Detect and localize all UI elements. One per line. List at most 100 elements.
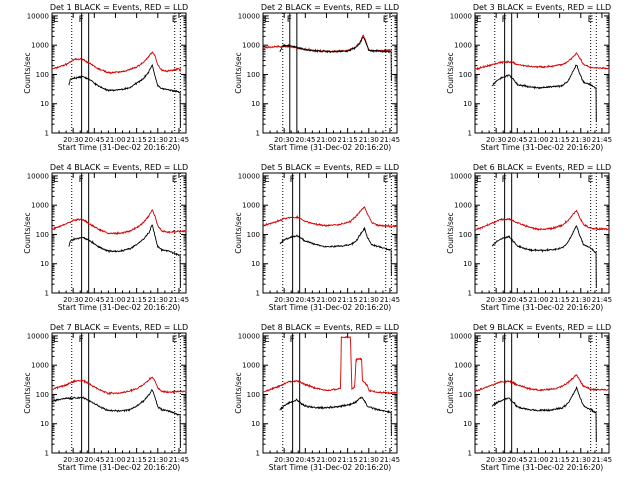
marker-E-left: E — [476, 175, 482, 185]
y-axis-label: Counts/sec — [234, 52, 243, 93]
detector-panel-7: Det 7 BLACK = Events, RED = LLD 1 10 100 100… — [23, 323, 189, 472]
panel-title: Det 8 BLACK = Events, RED = LLD — [261, 323, 399, 332]
y-tick-label: 1 — [45, 450, 49, 458]
marker-E-right: E — [588, 335, 594, 345]
events-curve — [491, 225, 597, 288]
x-tick-label: 20:45 — [295, 456, 315, 464]
marker-E-left: E — [264, 335, 270, 345]
panel-title: Det 4 BLACK = Events, RED = LLD — [50, 163, 188, 172]
marker-F: F — [287, 15, 292, 25]
panel-title: Det 3 BLACK = Events, RED = LLD — [473, 3, 611, 12]
y-tick-label: 10000 — [238, 12, 260, 20]
y-tick-label: 10 — [463, 100, 472, 108]
x-tick-label: 20:45 — [84, 296, 104, 304]
y-tick-label: 10000 — [450, 172, 472, 180]
y-tick-label: 1000 — [31, 362, 49, 370]
y-tick-label: 1 — [45, 290, 49, 298]
x-axis-label: Start Time (31-Dec-02 20:16:20) — [481, 143, 603, 152]
x-tick-label: 21:30 — [571, 296, 591, 304]
x-tick-label: 21:00 — [528, 136, 548, 144]
x-tick-label: 21:15 — [550, 296, 570, 304]
marker-E-left: E — [476, 15, 482, 25]
x-tick-label: 21:00 — [105, 296, 125, 304]
detector-panel-1: Det 1 BLACK = Events, RED = LLD 1 10 100 100… — [23, 3, 189, 152]
lld-curve — [51, 376, 187, 396]
marker-E-left: E — [476, 335, 482, 345]
x-tick-label: 20:30 — [274, 136, 294, 144]
marker-E-right: E — [172, 175, 178, 185]
y-axis-label: Counts/sec — [23, 212, 32, 253]
x-axis-label: Start Time (31-Dec-02 20:16:20) — [58, 303, 180, 312]
y-tick-label: 1 — [256, 450, 260, 458]
y-tick-label: 100 — [36, 71, 49, 79]
x-tick-label: 21:45 — [380, 296, 400, 304]
y-tick-label: 10000 — [238, 172, 260, 180]
y-tick-label: 1000 — [454, 202, 472, 210]
x-tick-label: 21:45 — [169, 136, 189, 144]
events-curve — [491, 385, 597, 442]
x-axis-label: Start Time (31-Dec-02 20:16:20) — [58, 463, 180, 472]
y-tick-label: 100 — [36, 231, 49, 239]
y-tick-label: 10 — [40, 260, 49, 268]
x-tick-label: 21:45 — [592, 136, 612, 144]
detector-panel-4: Det 4 BLACK = Events, RED = LLD 1 10 100 100… — [23, 163, 189, 312]
x-tick-label: 21:00 — [105, 136, 125, 144]
x-tick-label: 20:30 — [486, 296, 506, 304]
marker-E-left: E — [264, 175, 270, 185]
y-tick-label: 10 — [251, 260, 260, 268]
marker-F: F — [290, 335, 295, 345]
x-tick-label: 21:15 — [550, 456, 570, 464]
y-axis-label: Counts/sec — [23, 52, 32, 93]
x-tick-label: 20:30 — [63, 456, 83, 464]
marker-E-left: E — [53, 175, 59, 185]
x-tick-label: 21:45 — [592, 296, 612, 304]
marker-E-left: E — [53, 15, 59, 25]
y-tick-label: 100 — [247, 391, 260, 399]
x-tick-label: 21:30 — [148, 136, 168, 144]
x-tick-label: 21:30 — [359, 456, 379, 464]
x-tick-label: 21:00 — [316, 456, 336, 464]
y-tick-label: 100 — [247, 71, 260, 79]
y-tick-label: 1 — [468, 450, 472, 458]
lld-curve — [262, 335, 398, 395]
y-axis-label: Counts/sec — [23, 372, 32, 413]
x-tick-label: 21:15 — [338, 296, 358, 304]
marker-E-right: E — [172, 15, 178, 25]
y-tick-label: 1000 — [31, 202, 49, 210]
plot-frame — [51, 332, 187, 454]
detector-panel-2: Det 2 BLACK = Events, RED = LLD 1 10 100 100… — [234, 3, 400, 152]
x-axis-label: Start Time (31-Dec-02 20:16:20) — [269, 463, 391, 472]
panel-title: Det 2 BLACK = Events, RED = LLD — [261, 3, 399, 12]
events-curve — [51, 388, 181, 448]
x-tick-label: 21:15 — [127, 456, 147, 464]
detector-panel-9: Det 9 BLACK = Events, RED = LLD 1 10 100 100… — [446, 323, 612, 472]
y-tick-label: 10000 — [27, 332, 49, 340]
marker-E-right: E — [172, 335, 178, 345]
y-axis-label: Counts/sec — [446, 212, 455, 253]
y-tick-label: 1 — [468, 290, 472, 298]
x-tick-label: 20:30 — [486, 456, 506, 464]
y-tick-label: 10000 — [27, 172, 49, 180]
x-tick-label: 21:15 — [127, 296, 147, 304]
y-tick-label: 1000 — [242, 42, 260, 50]
events-curve — [68, 224, 181, 288]
events-curve — [68, 64, 181, 128]
x-tick-label: 21:45 — [380, 136, 400, 144]
x-tick-label: 21:30 — [359, 296, 379, 304]
x-tick-label: 20:30 — [63, 296, 83, 304]
y-tick-label: 1 — [256, 130, 260, 138]
x-tick-label: 21:30 — [571, 136, 591, 144]
plot-frame — [474, 12, 610, 134]
y-tick-label: 1 — [468, 130, 472, 138]
x-tick-label: 20:45 — [84, 456, 104, 464]
marker-E-right: E — [383, 15, 389, 25]
y-tick-label: 1 — [45, 130, 49, 138]
y-axis-label: Counts/sec — [446, 372, 455, 413]
x-tick-label: 21:00 — [528, 296, 548, 304]
detector-panel-5: Det 5 BLACK = Events, RED = LLD 1 10 100 100… — [234, 163, 400, 312]
x-tick-label: 21:45 — [380, 456, 400, 464]
marker-F: F — [79, 175, 84, 185]
x-tick-label: 21:15 — [338, 136, 358, 144]
y-tick-label: 10 — [463, 260, 472, 268]
